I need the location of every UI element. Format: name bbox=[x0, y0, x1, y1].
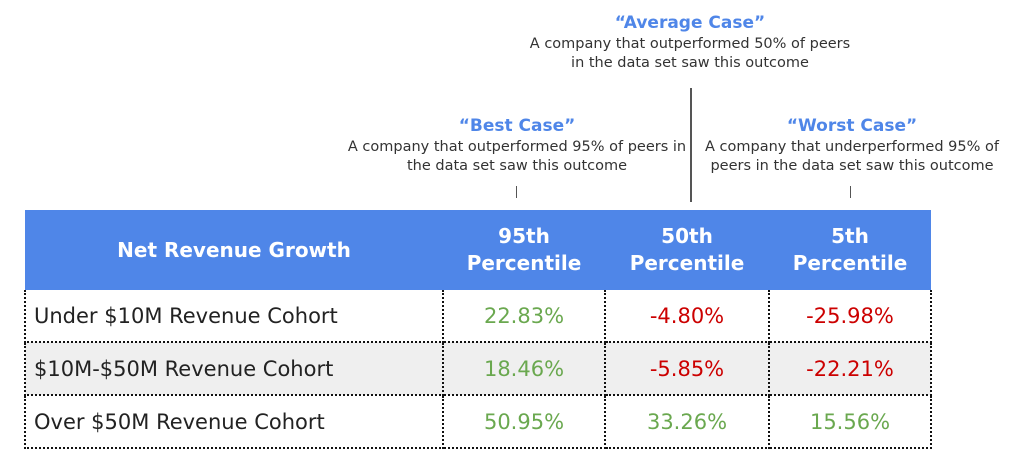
header-metric: Net Revenue Growth bbox=[25, 210, 443, 290]
header-p50-line2: Percentile bbox=[629, 251, 745, 275]
average-case-divider bbox=[690, 88, 692, 202]
cell-p5: -22.21% bbox=[768, 342, 932, 396]
row-label: $10M-$50M Revenue Cohort bbox=[24, 342, 444, 396]
best-case-title: “Best Case” bbox=[458, 116, 576, 136]
table-row: Under $10M Revenue Cohort 22.83% -4.80% … bbox=[24, 290, 932, 343]
worst-case-desc-line1: A company that underperformed 95% of bbox=[705, 139, 999, 155]
header-p95-line2: Percentile bbox=[466, 251, 582, 275]
worst-case-tick bbox=[850, 186, 851, 198]
header-p5-line2: Percentile bbox=[792, 251, 908, 275]
header-p5: 5th Percentile bbox=[769, 210, 931, 290]
average-case-annotation: “Average Case” A company that outperform… bbox=[510, 12, 870, 73]
cell-p50: 33.26% bbox=[604, 395, 770, 449]
worst-case-title: “Worst Case” bbox=[786, 116, 918, 136]
cell-p50: -5.85% bbox=[604, 342, 770, 396]
best-case-desc-line1: A company that outperformed 95% of peers… bbox=[347, 139, 687, 155]
row-label: Under $10M Revenue Cohort bbox=[24, 290, 444, 343]
header-p50: 50th Percentile bbox=[605, 210, 769, 290]
table-row: Over $50M Revenue Cohort 50.95% 33.26% 1… bbox=[24, 395, 932, 449]
table-header-row: Net Revenue Growth 95th Percentile 50th … bbox=[25, 210, 931, 290]
header-p95: 95th Percentile bbox=[443, 210, 605, 290]
revenue-growth-table: Net Revenue Growth 95th Percentile 50th … bbox=[24, 210, 932, 449]
header-p50-line1: 50th bbox=[661, 224, 713, 248]
worst-case-desc-line2: peers in the data set saw this outcome bbox=[710, 158, 994, 174]
worst-case-annotation: “Worst Case” A company that underperform… bbox=[700, 115, 1004, 176]
row-label: Over $50M Revenue Cohort bbox=[24, 395, 444, 449]
best-case-annotation: “Best Case” A company that outperformed … bbox=[343, 115, 691, 176]
average-case-desc-line1: A company that outperformed 50% of peers bbox=[529, 36, 851, 52]
cell-p50: -4.80% bbox=[604, 290, 770, 343]
best-case-desc-line2: the data set saw this outcome bbox=[406, 158, 628, 174]
cell-p95: 50.95% bbox=[442, 395, 606, 449]
average-case-desc-line2: in the data set saw this outcome bbox=[571, 55, 809, 71]
cell-p5: -25.98% bbox=[768, 290, 932, 343]
average-case-title: “Average Case” bbox=[614, 13, 766, 33]
header-p95-line1: 95th bbox=[498, 224, 550, 248]
best-case-tick bbox=[516, 186, 517, 198]
header-p5-line1: 5th bbox=[831, 224, 869, 248]
table-row: $10M-$50M Revenue Cohort 18.46% -5.85% -… bbox=[24, 342, 932, 396]
cell-p95: 22.83% bbox=[442, 290, 606, 343]
cell-p5: 15.56% bbox=[768, 395, 932, 449]
cell-p95: 18.46% bbox=[442, 342, 606, 396]
